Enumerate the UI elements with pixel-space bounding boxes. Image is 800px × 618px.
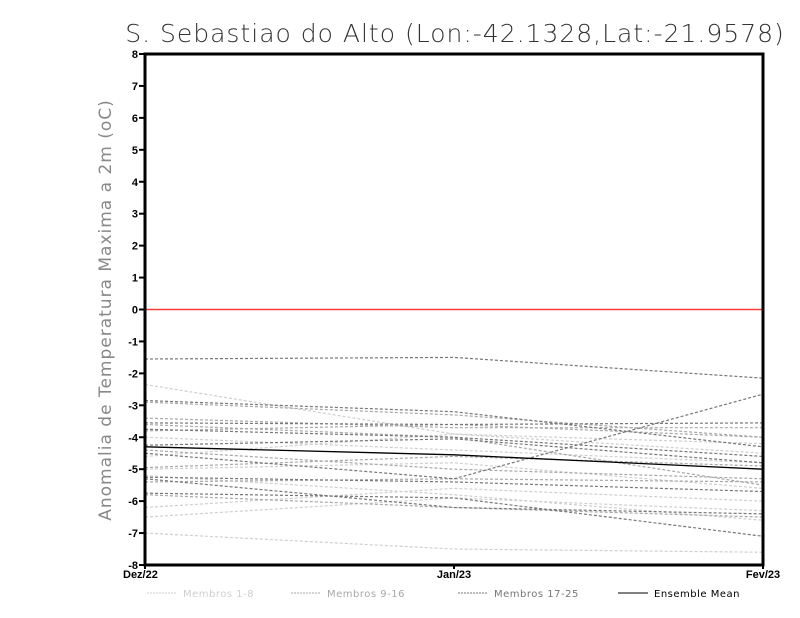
legend-label: Ensemble Mean — [654, 589, 740, 600]
y-tick-label: 8 — [132, 49, 138, 61]
member-line — [144, 393, 764, 480]
y-axis-label: Anomalia de Temperatura Maxima a 2m (oC) — [96, 99, 116, 521]
legend-label: Membros 9-16 — [327, 589, 405, 600]
y-tick-label: 3 — [132, 209, 138, 221]
member-line — [144, 422, 764, 426]
member-line — [144, 401, 764, 438]
member-line — [144, 455, 764, 469]
y-tick-label: 2 — [132, 241, 138, 253]
member-line — [144, 492, 764, 537]
y-tick-label: 6 — [132, 113, 138, 125]
member-line — [144, 474, 764, 521]
member-line — [144, 478, 764, 483]
ensemble-mean-line — [144, 446, 764, 470]
y-tick-label: -3 — [128, 400, 138, 412]
member-line — [144, 428, 764, 458]
chart-title: S. Sebastiao do Alto (Lon:-42.1328,Lat:-… — [125, 19, 785, 48]
member-line — [144, 494, 764, 518]
member-line — [144, 356, 764, 379]
y-tick-label: 4 — [132, 177, 139, 189]
y-tick-label: -5 — [128, 464, 138, 476]
member-line — [144, 497, 764, 518]
y-tick-label: 7 — [132, 81, 138, 93]
y-tick-label: -7 — [128, 528, 138, 540]
legend-label: Membros 17-25 — [494, 589, 579, 600]
x-tick-label: Fev/23 — [746, 569, 780, 581]
member-line — [144, 417, 763, 429]
member-line — [144, 449, 764, 480]
y-tick-label: 1 — [132, 273, 138, 285]
member-line — [144, 438, 764, 464]
member-line — [144, 532, 764, 553]
x-tick-label: Dez/22 — [123, 569, 158, 581]
member-line — [144, 476, 764, 493]
legend-label: Membros 1-8 — [183, 589, 254, 600]
y-tick-label: -4 — [128, 432, 139, 444]
y-tick-label: -1 — [128, 336, 138, 348]
member-line — [144, 383, 764, 454]
member-line — [144, 399, 764, 448]
x-tick-label: Jan/23 — [437, 569, 471, 581]
y-tick-label: 5 — [132, 145, 138, 157]
member-line — [144, 462, 764, 489]
member-line — [144, 423, 764, 486]
y-tick-label: -8 — [128, 560, 138, 572]
member-line — [144, 423, 764, 438]
y-tick-label: -6 — [128, 496, 138, 508]
y-tick-label: -2 — [128, 368, 138, 380]
member-line — [144, 436, 764, 464]
member-line — [144, 478, 764, 515]
member-line — [144, 487, 764, 509]
y-tick-label: 0 — [132, 305, 138, 317]
member-line — [144, 433, 764, 458]
